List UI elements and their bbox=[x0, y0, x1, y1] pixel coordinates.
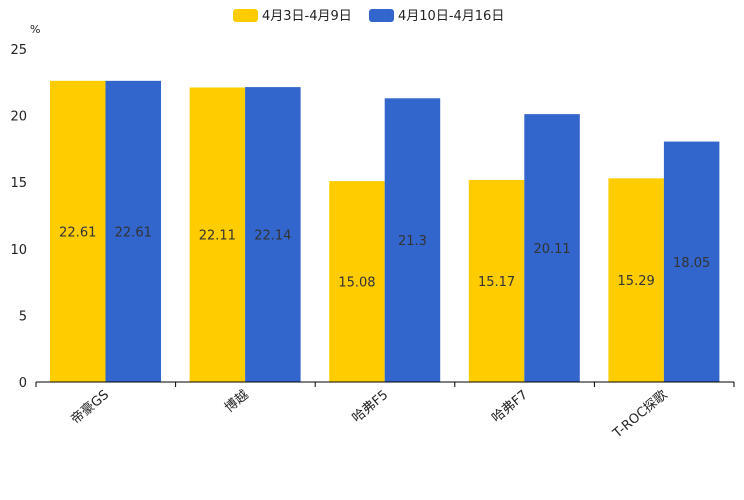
data-label: 22.61 bbox=[115, 225, 152, 240]
x-category-label: 哈弗F5 bbox=[350, 388, 392, 426]
bars bbox=[50, 80, 720, 382]
x-category-label: T-ROC探歌 bbox=[610, 388, 671, 442]
data-label: 15.08 bbox=[338, 276, 375, 291]
bar bbox=[468, 179, 525, 382]
y-axis-ticks: 0 5 10 15 20 25 bbox=[10, 43, 27, 391]
y-tick-label: 10 bbox=[10, 243, 27, 258]
x-category-label: 帝豪GS bbox=[68, 387, 112, 428]
legend-label: 4月3日-4月9日 bbox=[262, 9, 352, 24]
y-tick-label: 5 bbox=[19, 309, 27, 324]
data-label: 22.61 bbox=[59, 225, 96, 240]
y-tick-label: 15 bbox=[10, 176, 27, 191]
data-label: 20.11 bbox=[533, 242, 570, 257]
data-label: 15.17 bbox=[478, 275, 515, 290]
bar bbox=[524, 114, 580, 382]
bar bbox=[105, 80, 161, 382]
data-label: 18.05 bbox=[673, 256, 710, 271]
y-tick-label: 25 bbox=[10, 43, 27, 58]
legend-label: 4月10日-4月16日 bbox=[398, 9, 504, 24]
bar bbox=[329, 181, 385, 382]
x-category-label: 博越 bbox=[222, 388, 252, 416]
y-tick-label: 20 bbox=[10, 110, 27, 125]
bar bbox=[663, 141, 720, 382]
bar bbox=[608, 178, 664, 382]
data-label: 22.14 bbox=[254, 229, 291, 244]
legend-item[interactable]: 4月10日-4月16日 bbox=[369, 9, 504, 24]
x-category-label: 哈弗F7 bbox=[489, 388, 531, 426]
legend: 4月3日-4月9日 4月10日-4月16日 bbox=[233, 9, 504, 24]
legend-swatch bbox=[369, 9, 394, 22]
bar bbox=[245, 87, 301, 382]
x-axis: 帝豪GS 博越 哈弗F5 哈弗F7 T-ROC探歌 bbox=[35, 381, 735, 442]
y-tick-label: 0 bbox=[19, 376, 27, 391]
bar bbox=[50, 80, 106, 382]
data-label: 22.11 bbox=[199, 229, 236, 244]
data-label: 21.3 bbox=[398, 234, 427, 249]
data-labels: 22.61 22.61 22.11 22.14 15.08 21.3 15.17 20.11 1… bbox=[59, 225, 710, 290]
legend-item[interactable]: 4月3日-4月9日 bbox=[233, 9, 352, 24]
bar bbox=[189, 87, 246, 382]
data-label: 15.29 bbox=[618, 274, 655, 289]
y-axis-unit-label: % bbox=[30, 23, 40, 36]
bar bbox=[384, 98, 441, 382]
legend-swatch bbox=[233, 9, 258, 22]
